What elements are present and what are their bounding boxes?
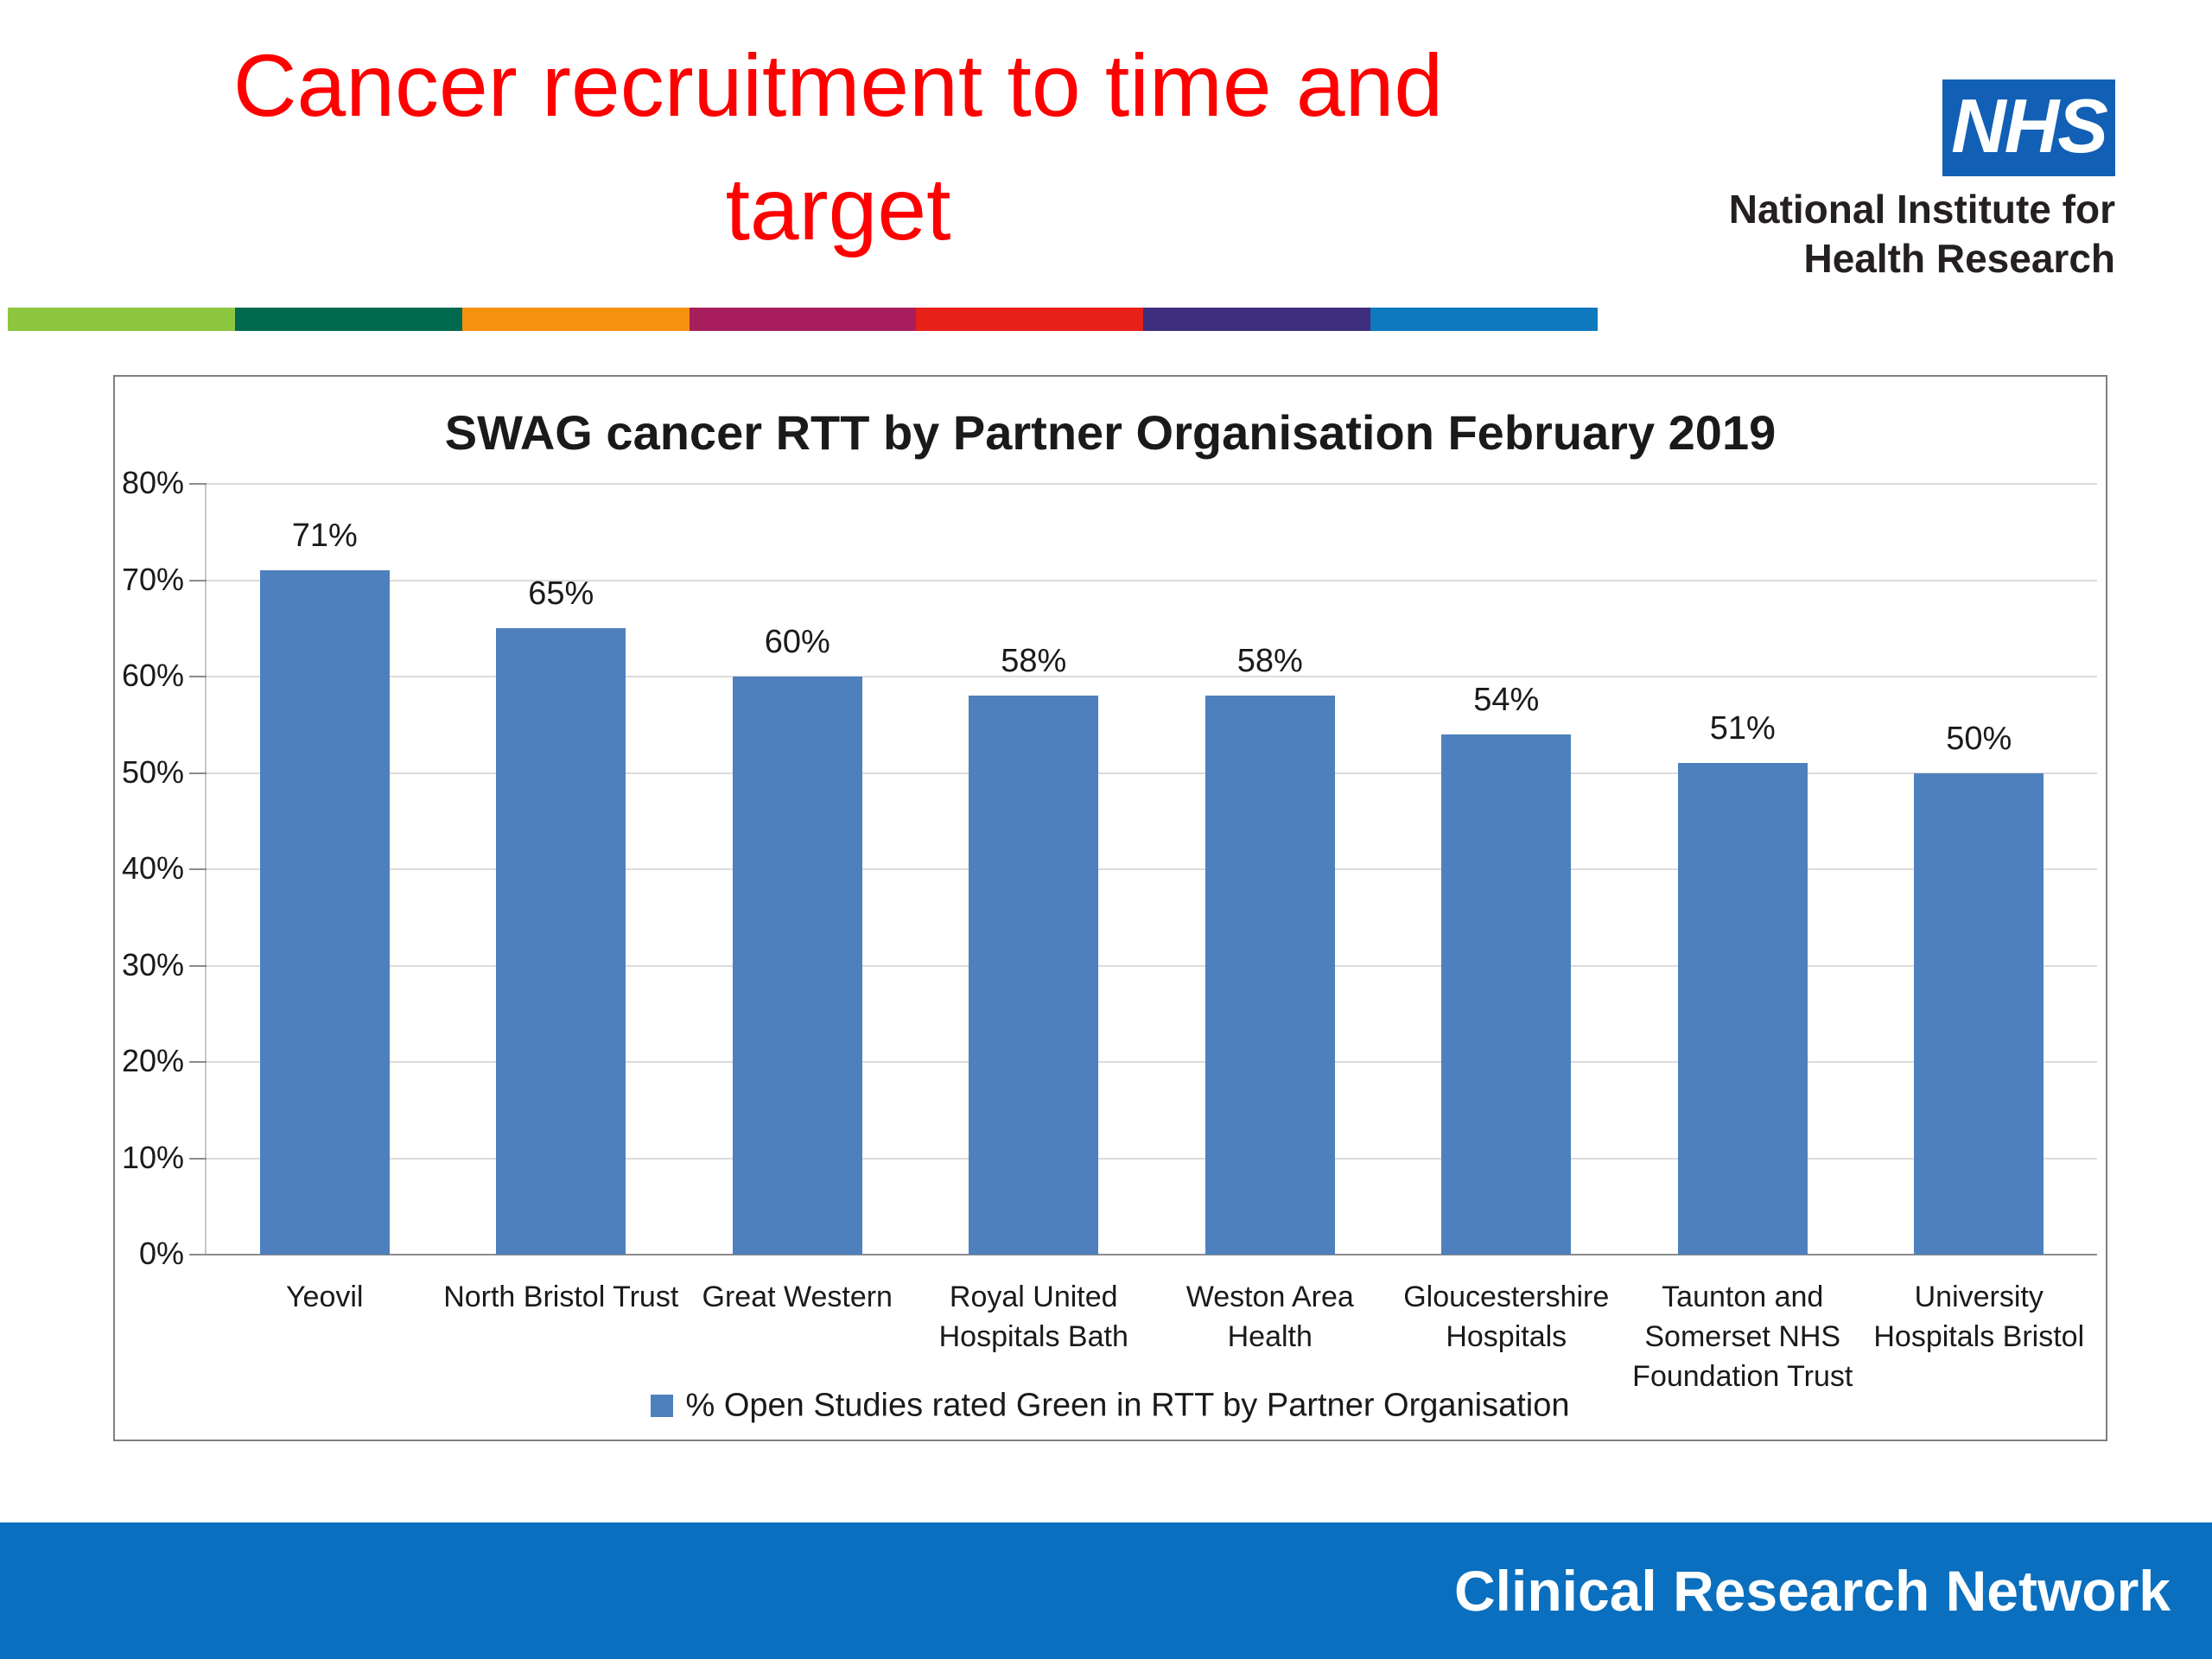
nhs-logo: NHS [1942,79,2115,176]
y-label-10%: 10% [121,1139,184,1175]
x-axis-labels: Yeovil North Bristol Trust Great Western Ro… [207,1277,2097,1396]
gridline-50% [207,772,2097,774]
bar-0 [259,570,390,1255]
bar-6 [1677,763,1808,1255]
y-label-0%: 0% [138,1236,184,1271]
bar-4 [1205,696,1335,1255]
y-label-60%: 60% [121,658,184,693]
chart-title: SWAG cancer RTT by Partner Organisation … [444,405,1777,460]
y-label-30%: 30% [121,946,184,982]
gridline-70% [207,579,2097,582]
x-label-3: Royal United Hospitals Bath [938,1281,1128,1353]
nihr-logo-text-line1: National Institute for [1728,187,2115,232]
nihr-logo-text: National Institute for Health Research [1597,185,2115,283]
bar-value-label-1: 65% [528,575,594,613]
x-label-0: Yeovil [286,1281,364,1313]
y-tick-30% [189,964,207,967]
legend-label: % Open Studies rated Green in RTT by Par… [685,1387,1570,1424]
y-tick-10% [189,1157,207,1160]
bar-2 [732,677,862,1255]
nihr-logo-text-line2: Health Research [1803,236,2116,281]
x-label-1: North Bristol Trust [443,1281,679,1313]
bar-value-label-3: 58% [1001,643,1067,680]
x-label-5: Gloucestershire Hospitals [1403,1281,1610,1353]
stripe-segment-0 [8,308,235,331]
bar-value-label-2: 60% [764,624,830,660]
gridline-80% [207,483,2097,485]
bar-value-label-6: 51% [1709,710,1776,747]
y-label-70%: 70% [121,561,184,597]
footer-text: Clinical Research Network [1454,1559,2171,1623]
bar-chart: SWAG cancer RTT by Partner Organisation … [113,375,2107,1441]
x-label-2: Great Western [702,1281,893,1313]
gridline-30% [207,964,2097,967]
y-tick-0% [189,1254,207,1255]
x-label-4: Weston Area Health [1185,1281,1354,1353]
gridline-20% [207,1061,2097,1063]
gridline-60% [207,676,2097,677]
stripe-segment-1 [234,308,462,331]
bar-value-label-7: 50% [1946,720,2012,757]
y-label-50%: 50% [121,753,184,790]
stripe-segment-5 [1143,308,1371,331]
y-tick-50% [189,772,207,774]
x-label-6: Taunton and Somerset NHS Foundation Trus… [1632,1281,1853,1393]
bar-value-label-5: 54% [1473,681,1540,718]
x-label-7: University Hospitals Bristol [1873,1281,2085,1353]
nihr-logo: NHS National Institute for Health Resear… [1597,79,2115,283]
y-tick-70% [189,579,207,582]
color-stripe [8,308,1599,331]
y-label-40%: 40% [121,850,184,886]
chart-legend: % Open Studies rated Green in RTT by Par… [115,1386,2106,1424]
y-tick-20% [189,1061,207,1063]
bar-value-label-0: 71% [291,518,358,555]
stripe-segment-4 [916,308,1144,331]
bar-5 [1441,734,1572,1255]
page-title: Cancer recruitment to time and target [104,24,1573,271]
gridline-10% [207,1157,2097,1160]
legend-marker [651,1394,674,1417]
y-tick-40% [189,868,207,870]
y-label-80%: 80% [121,465,184,500]
stripe-segment-2 [461,308,690,331]
gridline-40% [207,868,2097,870]
y-label-20%: 20% [121,1043,184,1078]
gridline-0% [207,1254,2097,1255]
y-tick-60% [189,676,207,677]
footer-banner: Clinical Research Network [0,1522,2212,1659]
bar-value-label-4: 58% [1236,643,1303,680]
stripe-segment-6 [1370,308,1599,331]
bar-1 [496,628,626,1255]
plot-area: 0% 10% 20% 30% 40% 50% 60% 70% 80% 71% 65% 60% 58% 58… [122,465,2097,1271]
y-tick-80% [189,483,207,485]
bar-7 [1914,772,2044,1255]
page-title-line2: target [725,160,951,258]
stripe-segment-3 [689,308,917,331]
bar-3 [969,696,1099,1255]
page-title-line1: Cancer recruitment to time and [232,36,1444,135]
